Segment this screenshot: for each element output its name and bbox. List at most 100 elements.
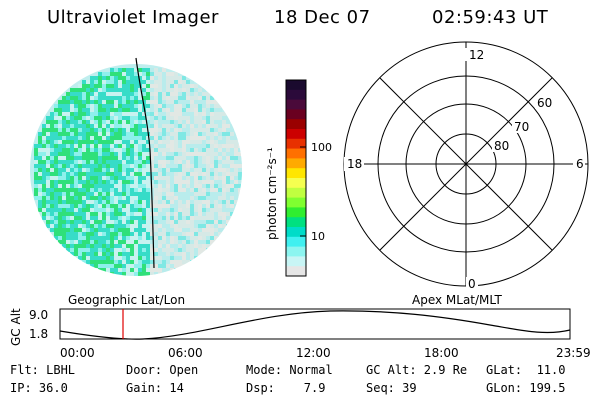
uv-pixel bbox=[230, 212, 234, 216]
uv-pixel bbox=[170, 148, 174, 152]
uv-pixel bbox=[94, 172, 98, 176]
uv-pixel bbox=[174, 244, 178, 248]
status-filter: Flt: LBHL bbox=[10, 363, 76, 377]
orbit-panel: Geographic Lat/Lon Apex MLat/MLT 9.0 1.8… bbox=[9, 293, 571, 346]
status-dsp: Dsp: 7.9 bbox=[246, 381, 326, 395]
uv-pixel bbox=[186, 228, 190, 232]
uv-pixel bbox=[126, 216, 130, 220]
uv-pixel bbox=[186, 128, 190, 132]
uv-pixel bbox=[90, 120, 94, 124]
uv-pixel bbox=[186, 176, 190, 180]
uv-pixel bbox=[90, 112, 94, 116]
uv-pixel bbox=[82, 208, 86, 212]
uv-pixel bbox=[166, 108, 170, 112]
uv-pixel bbox=[210, 116, 214, 120]
uv-pixel bbox=[70, 192, 74, 196]
uv-pixel bbox=[94, 96, 98, 100]
uv-pixel bbox=[50, 112, 54, 116]
uv-pixel bbox=[174, 172, 178, 176]
uv-pixel bbox=[182, 192, 186, 196]
uv-pixel bbox=[134, 220, 138, 224]
uv-pixel bbox=[238, 156, 242, 160]
uv-pixel bbox=[178, 208, 182, 212]
uv-pixel bbox=[186, 168, 190, 172]
uv-pixel bbox=[114, 100, 118, 104]
uv-pixel bbox=[230, 140, 234, 144]
uv-pixel bbox=[110, 256, 114, 260]
uv-pixel bbox=[122, 224, 126, 228]
uv-pixel bbox=[134, 92, 138, 96]
uv-pixel bbox=[174, 140, 178, 144]
uv-pixel bbox=[126, 140, 130, 144]
uv-pixel bbox=[166, 184, 170, 188]
uv-pixel bbox=[106, 244, 110, 248]
uv-pixel bbox=[206, 188, 210, 192]
uv-pixel bbox=[150, 244, 154, 248]
uv-pixel bbox=[106, 136, 110, 140]
uv-pixel bbox=[186, 172, 190, 176]
uv-pixel bbox=[134, 128, 138, 132]
uv-pixel bbox=[94, 116, 98, 120]
uv-pixel bbox=[90, 220, 94, 224]
uv-pixel bbox=[94, 128, 98, 132]
uv-pixel bbox=[98, 208, 102, 212]
uv-pixel bbox=[114, 232, 118, 236]
uv-pixel bbox=[62, 152, 66, 156]
uv-pixel bbox=[110, 108, 114, 112]
uv-pixel bbox=[166, 188, 170, 192]
uv-pixel bbox=[102, 136, 106, 140]
uv-pixel bbox=[166, 228, 170, 232]
uv-pixel bbox=[150, 112, 154, 116]
uv-pixel bbox=[214, 212, 218, 216]
uv-pixel bbox=[34, 192, 38, 196]
uv-pixel bbox=[122, 260, 126, 264]
uv-pixel bbox=[210, 200, 214, 204]
uv-pixel bbox=[62, 180, 66, 184]
uv-pixel bbox=[206, 108, 210, 112]
uv-pixel bbox=[78, 188, 82, 192]
uv-pixel bbox=[198, 240, 202, 244]
uv-pixel bbox=[94, 148, 98, 152]
uv-pixel bbox=[118, 84, 122, 88]
uv-pixel bbox=[94, 100, 98, 104]
uv-pixel bbox=[102, 180, 106, 184]
uv-pixel bbox=[174, 84, 178, 88]
uv-pixel bbox=[126, 112, 130, 116]
uv-pixel bbox=[214, 112, 218, 116]
uv-pixel bbox=[178, 132, 182, 136]
uv-pixel bbox=[198, 188, 202, 192]
uv-pixel bbox=[194, 224, 198, 228]
uv-pixel bbox=[190, 184, 194, 188]
uv-pixel bbox=[126, 124, 130, 128]
uv-pixel bbox=[114, 144, 118, 148]
uv-pixel bbox=[162, 80, 166, 84]
uv-pixel bbox=[178, 200, 182, 204]
uv-pixel bbox=[190, 140, 194, 144]
uv-pixel bbox=[94, 80, 98, 84]
uv-pixel bbox=[206, 244, 210, 248]
uv-pixel bbox=[178, 156, 182, 160]
uv-pixel bbox=[70, 168, 74, 172]
uv-pixel bbox=[102, 184, 106, 188]
uv-pixel bbox=[206, 144, 210, 148]
uv-pixel bbox=[182, 216, 186, 220]
uv-pixel bbox=[102, 232, 106, 236]
uv-pixel bbox=[238, 160, 242, 164]
uv-noise-layer bbox=[34, 68, 242, 276]
uv-pixel bbox=[138, 228, 142, 232]
uv-pixel bbox=[78, 220, 82, 224]
uv-pixel bbox=[86, 128, 90, 132]
uv-pixel bbox=[74, 228, 78, 232]
uv-pixel bbox=[186, 84, 190, 88]
uv-pixel bbox=[138, 224, 142, 228]
y-tick-9: 9.0 bbox=[29, 308, 48, 322]
uv-pixel bbox=[186, 180, 190, 184]
uv-pixel bbox=[54, 236, 58, 240]
uv-pixel bbox=[130, 68, 134, 72]
uv-pixel bbox=[190, 204, 194, 208]
uv-pixel bbox=[102, 112, 106, 116]
uv-pixel bbox=[162, 84, 166, 88]
uv-pixel bbox=[194, 148, 198, 152]
uv-pixel bbox=[182, 160, 186, 164]
uv-pixel bbox=[70, 128, 74, 132]
